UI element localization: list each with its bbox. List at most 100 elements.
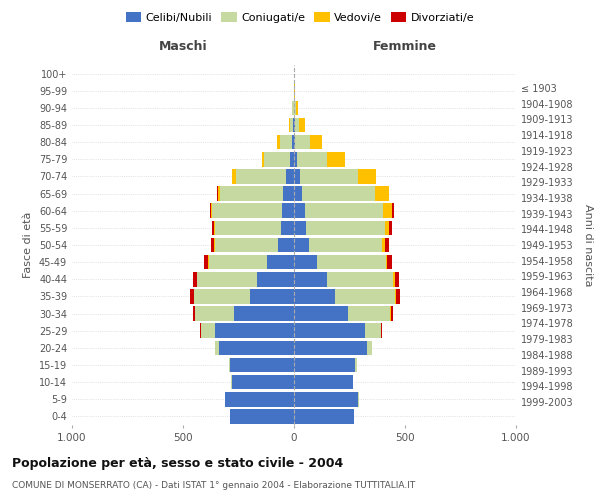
Bar [236, 169, 286, 184]
Bar [294, 255, 317, 270]
Bar [277, 135, 280, 150]
Bar [294, 340, 367, 355]
Bar [225, 392, 294, 406]
Bar [294, 135, 295, 150]
Bar [382, 238, 385, 252]
Bar [290, 118, 293, 132]
Bar [230, 409, 294, 424]
Bar [209, 255, 268, 270]
Y-axis label: Anni di nascita: Anni di nascita [583, 204, 593, 286]
Bar [383, 204, 392, 218]
Bar [218, 340, 294, 355]
Bar [389, 220, 392, 235]
Bar [292, 135, 294, 150]
Bar [294, 358, 355, 372]
Bar [388, 255, 392, 270]
Bar [209, 204, 211, 218]
Bar [294, 220, 306, 235]
Bar [262, 152, 264, 166]
Bar [294, 409, 354, 424]
Bar [294, 118, 295, 132]
Bar [293, 118, 294, 132]
Bar [294, 186, 302, 201]
Bar [195, 306, 234, 321]
Bar [326, 152, 345, 166]
Bar [395, 289, 396, 304]
Bar [193, 272, 197, 286]
Bar [289, 118, 290, 132]
Bar [386, 255, 388, 270]
Bar [299, 118, 305, 132]
Bar [212, 204, 282, 218]
Bar [211, 238, 214, 252]
Bar [385, 220, 389, 235]
Bar [358, 169, 376, 184]
Bar [396, 289, 400, 304]
Bar [283, 186, 294, 201]
Bar [294, 324, 365, 338]
Bar [214, 220, 215, 235]
Bar [197, 272, 257, 286]
Bar [317, 255, 386, 270]
Bar [290, 152, 294, 166]
Bar [296, 152, 326, 166]
Bar [375, 186, 389, 201]
Bar [264, 152, 290, 166]
Bar [280, 135, 292, 150]
Bar [282, 204, 294, 218]
Bar [335, 289, 395, 304]
Bar [349, 306, 390, 321]
Bar [391, 306, 393, 321]
Bar [220, 186, 283, 201]
Bar [295, 118, 299, 132]
Bar [306, 220, 385, 235]
Bar [309, 238, 382, 252]
Bar [215, 220, 281, 235]
Bar [302, 186, 375, 201]
Bar [268, 255, 294, 270]
Bar [211, 204, 212, 218]
Bar [365, 324, 381, 338]
Bar [294, 375, 353, 390]
Text: Maschi: Maschi [158, 40, 208, 53]
Bar [295, 100, 296, 115]
Legend: Celibi/Nubili, Coniugati/e, Vedovi/e, Divorziati/e: Celibi/Nubili, Coniugati/e, Vedovi/e, Di… [121, 8, 479, 28]
Bar [202, 324, 215, 338]
Bar [257, 272, 294, 286]
Bar [278, 238, 294, 252]
Bar [215, 324, 294, 338]
Bar [296, 100, 298, 115]
Bar [310, 135, 322, 150]
Bar [212, 220, 214, 235]
Bar [294, 289, 335, 304]
Bar [305, 204, 383, 218]
Bar [294, 152, 296, 166]
Bar [328, 272, 394, 286]
Text: Femmine: Femmine [373, 40, 437, 53]
Bar [215, 238, 278, 252]
Bar [200, 324, 201, 338]
Bar [381, 324, 382, 338]
Bar [286, 169, 294, 184]
Bar [294, 306, 349, 321]
Bar [218, 186, 220, 201]
Text: Popolazione per età, sesso e stato civile - 2004: Popolazione per età, sesso e stato civil… [12, 458, 343, 470]
Bar [292, 100, 293, 115]
Bar [295, 135, 310, 150]
Bar [281, 220, 294, 235]
Bar [193, 306, 195, 321]
Bar [204, 255, 208, 270]
Bar [294, 169, 299, 184]
Bar [194, 289, 250, 304]
Bar [230, 358, 294, 372]
Bar [385, 238, 389, 252]
Bar [355, 358, 357, 372]
Bar [395, 272, 400, 286]
Bar [367, 340, 372, 355]
Bar [294, 272, 328, 286]
Bar [234, 306, 294, 321]
Y-axis label: Fasce di età: Fasce di età [23, 212, 33, 278]
Bar [190, 289, 194, 304]
Text: COMUNE DI MONSERRATO (CA) - Dati ISTAT 1° gennaio 2004 - Elaborazione TUTTITALIA: COMUNE DI MONSERRATO (CA) - Dati ISTAT 1… [12, 481, 415, 490]
Bar [250, 289, 294, 304]
